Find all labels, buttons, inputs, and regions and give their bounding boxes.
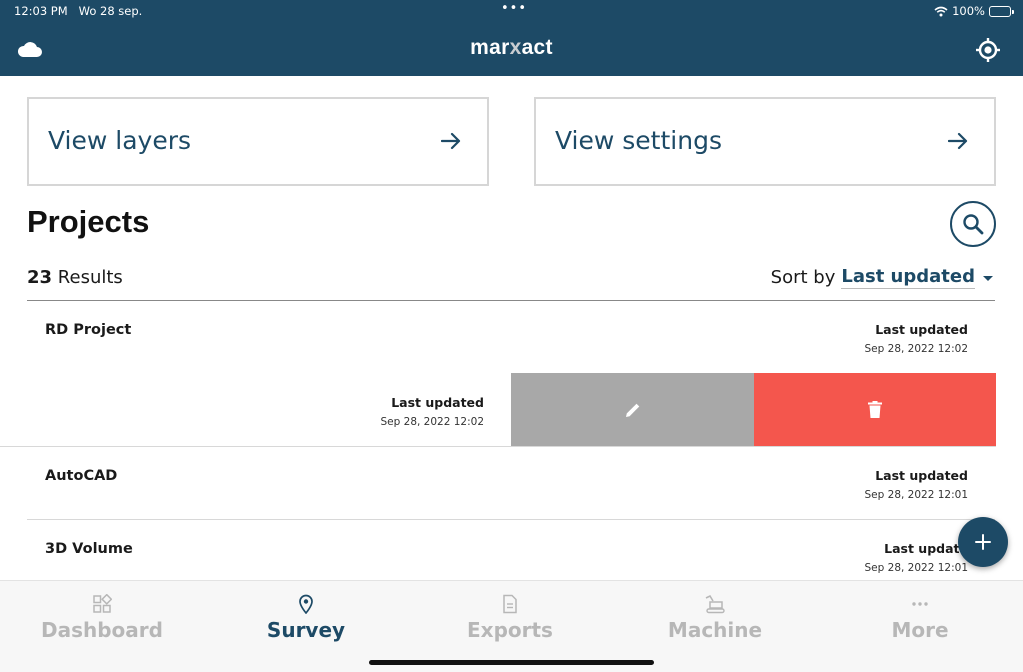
- divider: [27, 300, 995, 301]
- project-name: RD Project: [45, 322, 132, 338]
- project-row-3d-volume[interactable]: 3D Volume Last update Sep 28, 2022 12:01: [27, 520, 995, 593]
- view-settings-card[interactable]: View settings: [534, 97, 996, 186]
- view-settings-label: View settings: [555, 126, 722, 155]
- nav-label: Machine: [667, 618, 763, 642]
- nav-survey[interactable]: Survey: [204, 581, 408, 661]
- arrow-right-icon: [948, 132, 968, 150]
- trash-icon: [868, 401, 882, 418]
- sort-label: Sort by: [770, 267, 836, 288]
- project-row-autocad[interactable]: AutoCAD Last updated Sep 28, 2022 12:01: [27, 447, 995, 520]
- nav-exports[interactable]: Exports: [408, 581, 612, 661]
- view-layers-label: View layers: [48, 126, 192, 155]
- edit-project-button[interactable]: [511, 373, 754, 446]
- multitask-dots-icon[interactable]: •••: [501, 1, 528, 16]
- document-icon: [503, 594, 517, 614]
- add-project-button[interactable]: [958, 517, 1008, 567]
- search-icon: [963, 214, 984, 235]
- crosshair-icon: [976, 38, 1000, 62]
- page-title: Projects: [27, 204, 150, 239]
- last-updated: Last updated Sep 28, 2022 12:02: [380, 395, 484, 428]
- search-button[interactable]: [950, 201, 996, 247]
- dashboard-icon: [93, 594, 112, 613]
- nav-more[interactable]: More: [818, 581, 1022, 661]
- locate-button[interactable]: [974, 36, 1002, 64]
- app-header: 12:03 PM Wo 28 sep. ••• 100% marxact: [0, 0, 1023, 76]
- view-layers-card[interactable]: View layers: [27, 97, 489, 186]
- nav-label: Exports: [467, 618, 553, 642]
- project-name: AutoCAD: [45, 468, 118, 484]
- sort-dropdown[interactable]: Last updated: [841, 266, 975, 289]
- cloud-sync-button[interactable]: [16, 36, 44, 64]
- nav-machine[interactable]: Machine: [613, 581, 817, 661]
- swiped-row-content[interactable]: Last updated Sep 28, 2022 12:02: [0, 373, 511, 446]
- nav-label: More: [891, 618, 949, 642]
- results-count: 23 Results: [27, 267, 123, 288]
- status-date: Wo 28 sep.: [78, 4, 143, 18]
- location-pin-icon: [299, 594, 313, 614]
- nav-label: Survey: [266, 618, 346, 642]
- app-logo: marxact: [470, 36, 553, 59]
- project-row-rd-project[interactable]: RD Project Last updated Sep 28, 2022 12:…: [27, 301, 995, 374]
- bottom-navigation: Dashboard Survey Exports M: [0, 580, 1023, 672]
- pencil-icon: [625, 403, 639, 417]
- battery-icon: [989, 5, 1014, 17]
- chevron-down-icon[interactable]: [983, 276, 993, 281]
- plus-icon: [975, 534, 991, 550]
- arrow-right-icon: [441, 132, 461, 150]
- project-name: 3D Volume: [45, 541, 133, 557]
- status-time: 12:03 PM: [14, 4, 68, 18]
- cloud-icon: [17, 42, 42, 57]
- last-updated: Last updated Sep 28, 2022 12:02: [864, 322, 968, 355]
- last-updated: Last update Sep 28, 2022 12:01: [864, 541, 968, 574]
- project-row-swiped: Last updated Sep 28, 2022 12:02: [0, 373, 996, 447]
- last-updated: Last updated Sep 28, 2022 12:01: [864, 468, 968, 501]
- more-dots-icon: [912, 602, 928, 606]
- delete-project-button[interactable]: [754, 373, 996, 446]
- nav-dashboard[interactable]: Dashboard: [0, 581, 204, 661]
- battery-percent: 100%: [952, 4, 985, 18]
- excavator-icon: [705, 594, 725, 614]
- sort-control: Sort by Last updated: [771, 266, 993, 289]
- home-indicator[interactable]: [369, 660, 654, 665]
- status-bar: 12:03 PM Wo 28 sep. ••• 100%: [0, 1, 1023, 20]
- wifi-icon: [934, 6, 948, 16]
- nav-label: Dashboard: [41, 618, 163, 642]
